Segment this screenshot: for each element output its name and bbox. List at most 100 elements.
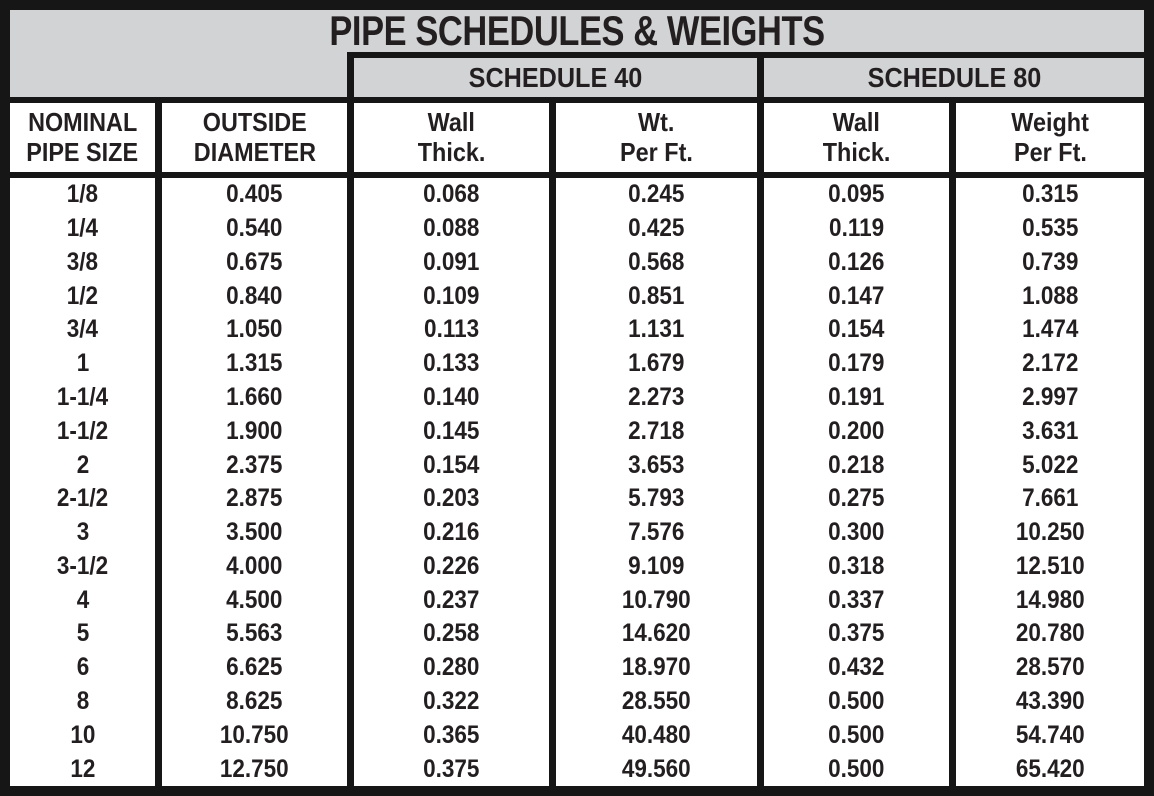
table-cell-value: 3.653 — [628, 450, 685, 479]
table-cell: 0.500 — [757, 752, 949, 786]
table-cell: 0.109 — [347, 279, 549, 314]
table-cell: 3 — [10, 516, 155, 550]
table-cell-value: 0.226 — [423, 551, 480, 580]
table-cell: 0.154 — [757, 313, 949, 347]
table-cell-value: 3 — [76, 518, 89, 547]
table-cell: 1/2 — [10, 279, 155, 313]
table-row: 1/4 0.540 0.088 0.425 0.119 0.535 — [10, 211, 1144, 246]
table-cell: 0.226 — [347, 549, 549, 584]
table-cell-value: 5 — [76, 619, 89, 648]
table-cell: 0.540 — [155, 211, 347, 246]
column-header-line: PIPE SIZE — [26, 136, 139, 167]
table-cell-value: 3/8 — [66, 247, 99, 276]
table-cell: 49.560 — [549, 752, 757, 786]
table-cell-value: 10 — [69, 720, 96, 749]
table-cell: 10 — [10, 718, 155, 752]
table-cell: 10.750 — [155, 718, 347, 753]
table-cell-value: 0.568 — [628, 247, 685, 276]
table-cell: 5.022 — [949, 448, 1144, 482]
group-header-row: SCHEDULE 40 SCHEDULE 80 — [10, 52, 1144, 97]
table-cell-value: 1.050 — [226, 315, 283, 344]
column-header-nominal-pipe-size: NOMINAL PIPE SIZE — [10, 103, 155, 172]
table-row: 12 12.750 0.375 49.560 0.500 65.420 — [10, 752, 1144, 786]
table-cell-value: 1.900 — [226, 416, 283, 445]
table-cell: 0.145 — [347, 414, 549, 449]
table-cell: 0.113 — [347, 313, 549, 347]
table-cell: 4.000 — [155, 549, 347, 584]
table-cell-value: 3/4 — [66, 315, 99, 344]
table-cell: 12.510 — [949, 549, 1144, 584]
table-row: 1 1.315 0.133 1.679 0.179 2.172 — [10, 346, 1144, 381]
table-cell: 0.095 — [757, 178, 949, 212]
table-cell: 1.660 — [155, 380, 347, 415]
column-header-sched40-wt-per-ft: Wt. Per Ft. — [549, 103, 757, 172]
table-cell-value: 0.540 — [226, 214, 283, 243]
group-header-spacer — [10, 52, 347, 97]
table-cell: 0.126 — [757, 245, 949, 280]
table-cell: 18.970 — [549, 650, 757, 685]
table-body: 1/8 0.405 0.068 0.245 0.095 0.315 1/4 0.540 0.08… — [10, 178, 1144, 786]
table-cell: 0.218 — [757, 448, 949, 482]
table-cell: 0.154 — [347, 448, 549, 482]
table-cell-value: 2.172 — [1021, 349, 1079, 378]
table-cell-value: 5.563 — [226, 619, 283, 648]
table-cell: 20.780 — [949, 617, 1144, 651]
table-cell: 0.365 — [347, 718, 549, 753]
table-cell: 2.273 — [549, 380, 757, 415]
table-cell-value: 1/2 — [66, 281, 99, 310]
table-cell-value: 4.500 — [226, 585, 283, 614]
table-cell: 0.337 — [757, 583, 949, 618]
table-cell: 12 — [10, 752, 155, 786]
table-cell-value: 0.068 — [423, 180, 480, 209]
table-row: 1-1/2 1.900 0.145 2.718 0.200 3.631 — [10, 414, 1144, 449]
table-row: 1/2 0.840 0.109 0.851 0.147 1.088 — [10, 279, 1144, 314]
table-row: 1/8 0.405 0.068 0.245 0.095 0.315 — [10, 178, 1144, 212]
table-cell: 0.275 — [757, 482, 949, 516]
table-cell: 8.625 — [155, 684, 347, 719]
table-cell: 0.200 — [757, 414, 949, 449]
column-header-sched40-wall-thick: Wall Thick. — [347, 103, 549, 172]
table-cell-value: 0.258 — [423, 619, 480, 648]
table-cell: 0.179 — [757, 346, 949, 381]
table-cell: 1.131 — [549, 313, 757, 347]
table-cell: 14.980 — [949, 583, 1144, 618]
table-row: 1-1/4 1.660 0.140 2.273 0.191 2.997 — [10, 380, 1144, 415]
table-cell: 0.191 — [757, 380, 949, 415]
table-cell-value: 18.970 — [622, 653, 691, 682]
table-cell-value: 0.179 — [828, 349, 885, 378]
table-cell-value: 0.322 — [423, 687, 480, 716]
table-cell: 0.840 — [155, 279, 347, 314]
table-cell: 1.050 — [155, 313, 347, 347]
table-cell: 0.091 — [347, 245, 549, 280]
column-header-sched80-weight-per-ft: Weight Per Ft. — [949, 103, 1144, 172]
title-row: PIPE SCHEDULES & WEIGHTS — [10, 7, 1144, 54]
table-cell-value: 2 — [76, 450, 89, 479]
table-cell: 3/4 — [10, 313, 155, 347]
table-cell-value: 6 — [76, 653, 89, 682]
table-cell: 6 — [10, 651, 155, 685]
table-cell: 0.405 — [155, 178, 347, 212]
table-cell: 0.851 — [549, 279, 757, 314]
table-cell-value: 0.091 — [423, 247, 480, 276]
table-cell: 3-1/2 — [10, 550, 155, 584]
table-cell: 9.109 — [549, 549, 757, 584]
table-cell: 8 — [10, 685, 155, 719]
column-header-line: DIAMETER — [193, 136, 316, 167]
table-cell: 2.172 — [949, 346, 1144, 381]
table-cell-value: 0.375 — [828, 619, 885, 648]
table-cell-value: 6.625 — [226, 653, 283, 682]
table-cell: 14.620 — [549, 617, 757, 651]
table-cell-value: 0.535 — [1021, 214, 1079, 243]
table-cell-value: 20.780 — [1015, 619, 1085, 648]
table-cell: 0.318 — [757, 549, 949, 584]
table-cell: 12.750 — [155, 752, 347, 786]
table-cell-value: 1/8 — [66, 180, 99, 209]
table-cell: 28.550 — [549, 684, 757, 719]
table-cell-value: 43.390 — [1015, 687, 1085, 716]
table-cell-value: 0.145 — [423, 416, 480, 445]
table-cell: 2.875 — [155, 482, 347, 516]
table-row: 10 10.750 0.365 40.480 0.500 54.740 — [10, 718, 1144, 753]
table-cell-value: 14.620 — [622, 619, 691, 648]
column-header-line: Wall — [427, 107, 476, 138]
